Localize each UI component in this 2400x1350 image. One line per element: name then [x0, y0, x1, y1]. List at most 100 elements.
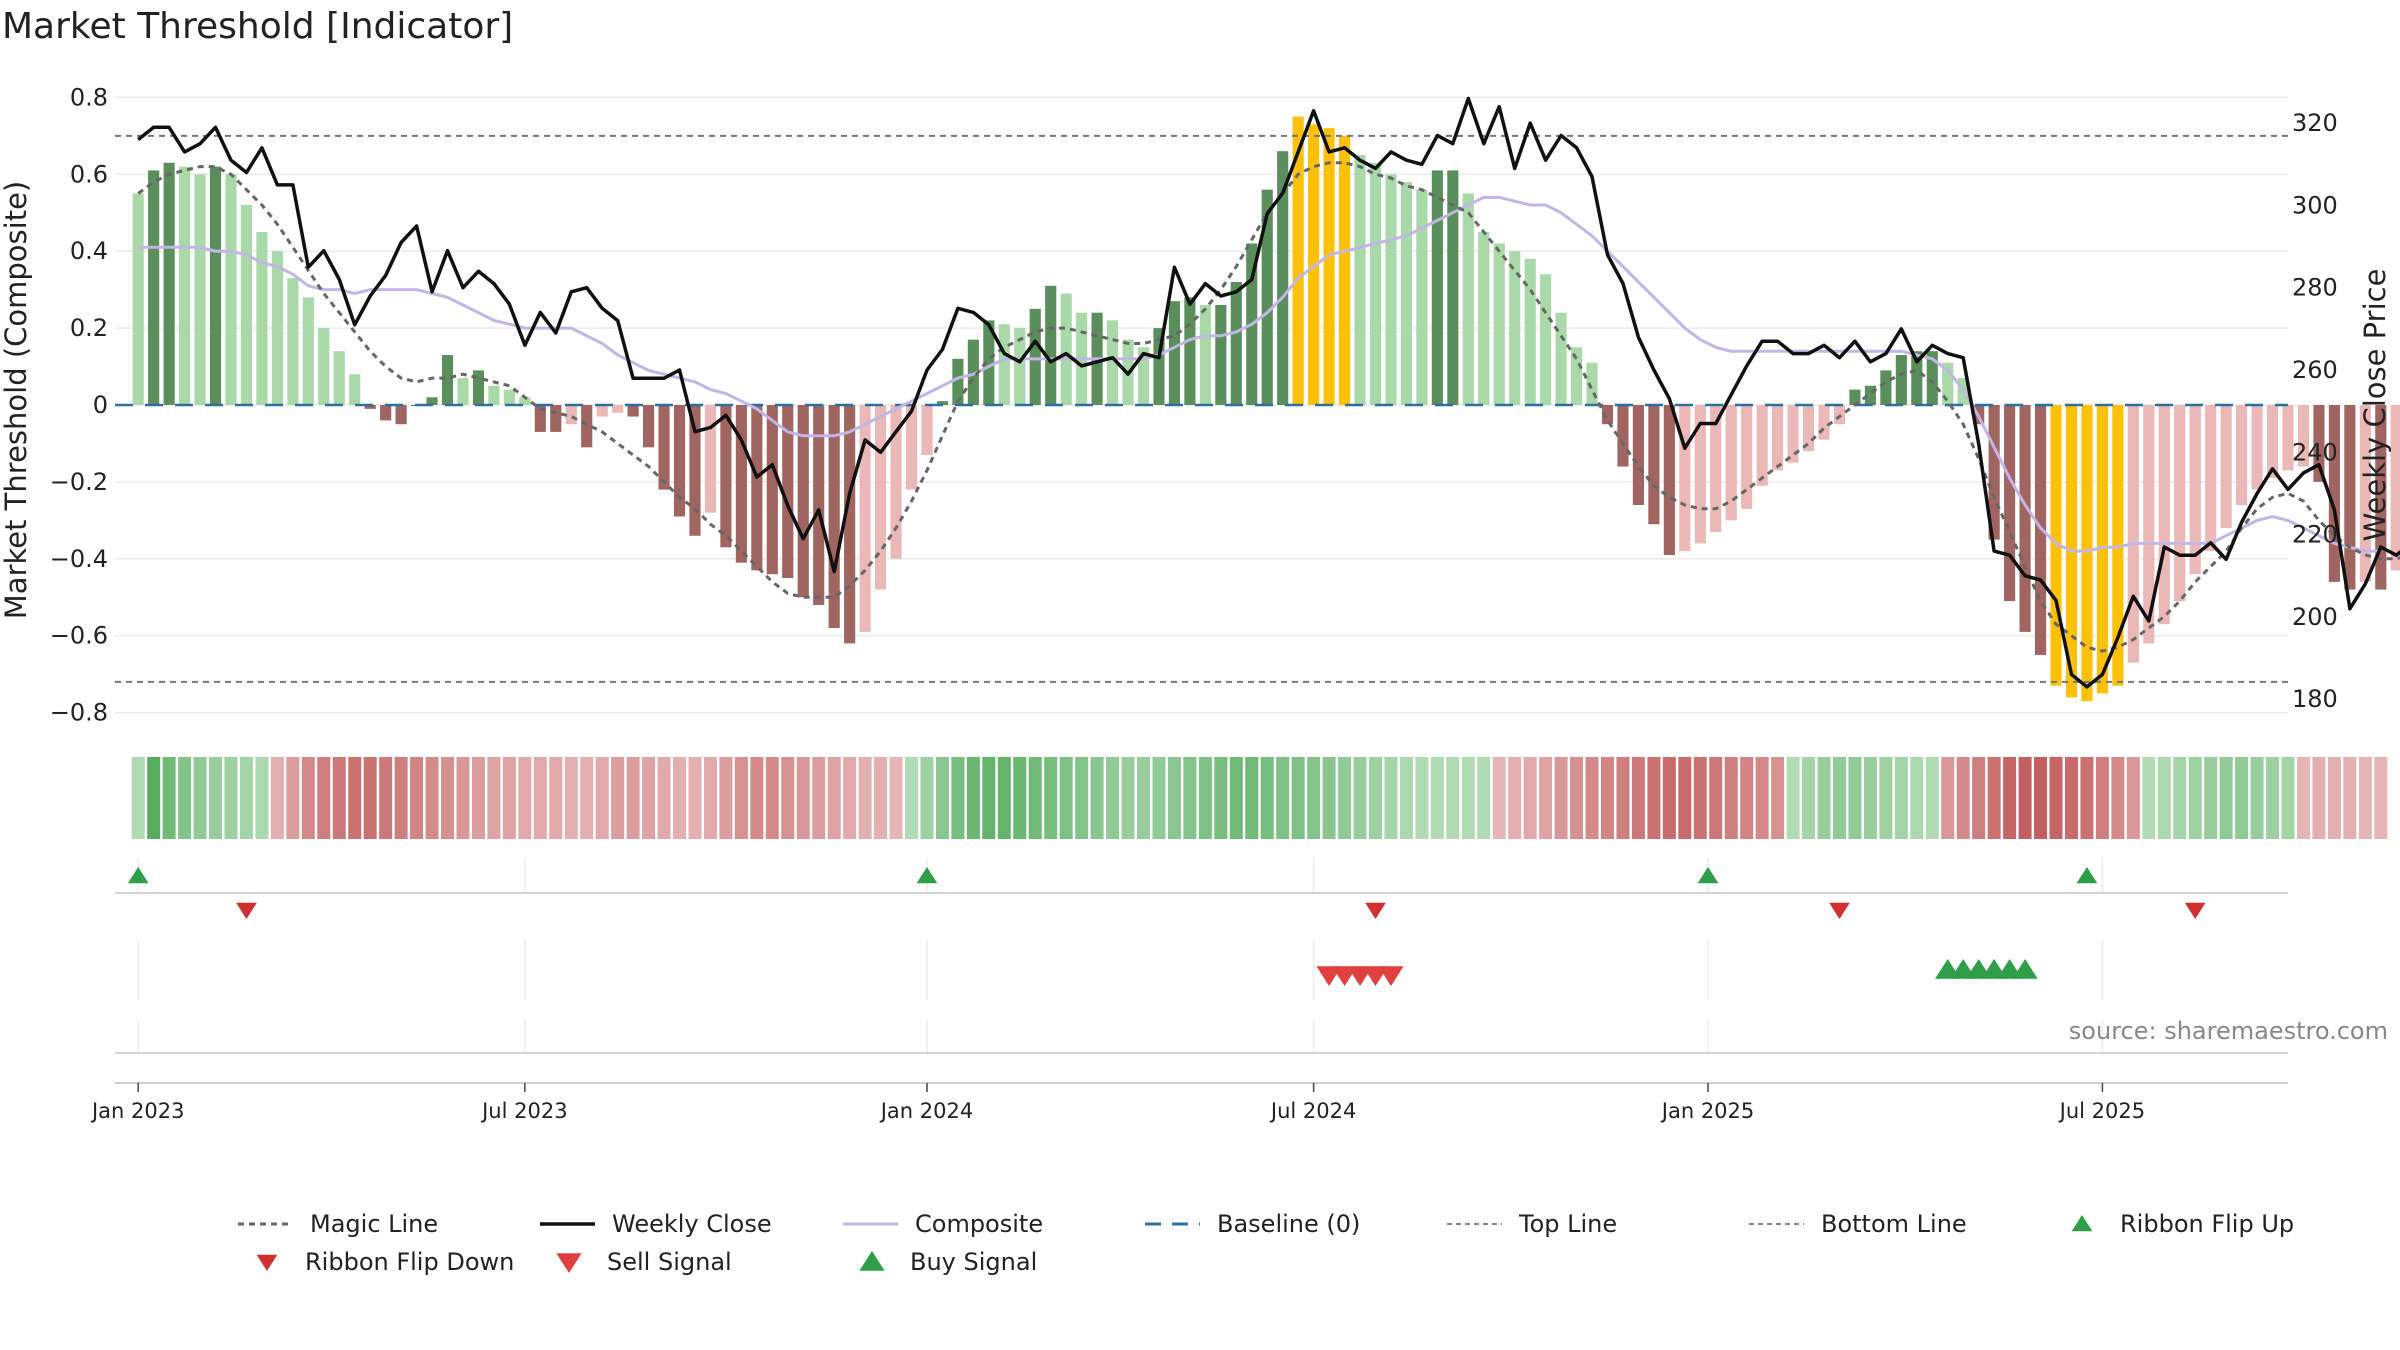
composite-bar	[318, 328, 330, 405]
ribbon-cell	[1183, 757, 1197, 839]
composite-bar	[1060, 293, 1072, 405]
ribbon-cell	[2204, 757, 2218, 839]
composite-bar	[2174, 405, 2186, 602]
legend-label: Weekly Close	[612, 1210, 772, 1238]
composite-bar	[1725, 405, 1737, 521]
composite-bar	[1756, 405, 1768, 486]
composite-bar	[1153, 328, 1165, 405]
legend: Magic Line Weekly Close Composite Baseline …	[238, 1210, 2294, 1276]
composite-bar	[2220, 405, 2232, 529]
ribbon-cell	[1338, 757, 1352, 839]
y-tick-label-left: −0.6	[50, 622, 108, 650]
y-tick-label-left: 0.8	[70, 83, 108, 111]
composite-bar	[1323, 128, 1335, 405]
ribbon-cell	[843, 757, 857, 839]
ribbon-cell	[858, 757, 872, 839]
composite-bar	[751, 405, 763, 571]
ribbon-cell	[518, 757, 532, 839]
ribbon-cell	[1167, 757, 1181, 839]
x-tick-label: Jan 2023	[90, 1099, 185, 1123]
ribbon-cell	[1570, 757, 1584, 839]
ribbon-cell	[935, 757, 949, 839]
composite-bar	[612, 405, 624, 413]
composite-bar	[380, 405, 392, 421]
ribbon-cell	[1832, 757, 1846, 839]
composite-bar	[581, 405, 593, 448]
composite-bar	[1338, 135, 1351, 406]
ribbon-cell	[1647, 757, 1661, 839]
composite-bar	[1354, 155, 1366, 405]
composite-bar	[2019, 405, 2031, 632]
composite-bar	[1601, 405, 1614, 425]
ribbon-cell	[1508, 757, 1522, 839]
legend-item-close: Weekly Close	[540, 1210, 772, 1238]
composite-bar	[1710, 405, 1722, 532]
composite-bar	[1292, 116, 1304, 405]
ribbon-cell	[1307, 757, 1321, 839]
y-tick-label-right: 220	[2292, 521, 2338, 549]
composite-bar	[2004, 405, 2016, 602]
composite-bar	[1107, 320, 1119, 405]
ribbon-cell	[1693, 757, 1707, 839]
composite-bar	[967, 339, 979, 405]
composite-bar	[302, 297, 314, 405]
composite-bar	[813, 405, 825, 605]
composite-bar	[797, 405, 809, 598]
composite-bar	[627, 405, 639, 417]
ribbon-cell	[1322, 757, 1336, 839]
composite-bar	[952, 358, 964, 405]
composite-bar	[1849, 389, 1861, 405]
ribbon-flip-down-marker	[1365, 902, 1386, 919]
ribbon-flip-up-marker	[1697, 867, 1719, 884]
legend-item-sell: Sell Signal	[556, 1248, 732, 1276]
composite-bar	[1880, 370, 1892, 405]
right-y-axis-ticks: 320 300 280 260 240 220 200 180	[2292, 109, 2338, 713]
composite-bar	[766, 405, 778, 575]
ribbon-cell	[1539, 757, 1553, 839]
composite-bar	[1663, 405, 1675, 555]
composite-bar	[349, 374, 361, 405]
ribbon-cell	[1678, 757, 1692, 839]
ribbon-cell	[1585, 757, 1599, 839]
legend-item-bottom: Bottom Line	[1749, 1210, 1967, 1238]
ribbon-strip	[131, 757, 2388, 839]
ribbon-cell	[673, 757, 687, 839]
composite-bar	[720, 405, 732, 548]
composite-bar	[148, 170, 160, 405]
ribbon-cell	[209, 757, 223, 839]
composite-bar	[1215, 305, 1227, 405]
composite-bar	[2375, 405, 2387, 590]
ribbon-cell	[1090, 757, 1104, 839]
ribbon-cell	[1461, 757, 1475, 839]
left-y-axis-label: Market Threshold (Composite)	[0, 181, 33, 619]
ribbon-cell	[2173, 757, 2187, 839]
composite-bar	[689, 405, 701, 536]
ribbon-cell	[2034, 757, 2048, 839]
composite-bar	[905, 405, 918, 490]
composite-bar	[2158, 405, 2170, 625]
ribbon-flip-up-marker	[916, 867, 938, 884]
y-tick-label-right: 280	[2292, 274, 2338, 302]
legend-swatch	[859, 1251, 885, 1271]
composite-bar	[1369, 162, 1382, 405]
ribbon-cell	[1925, 757, 1939, 839]
composite-bar	[1772, 405, 1784, 471]
composite-bar	[2313, 405, 2325, 482]
legend-item-buy: Buy Signal	[859, 1248, 1037, 1276]
legend-item-flipup: Ribbon Flip Up	[2071, 1210, 2294, 1238]
ribbon-cell	[502, 757, 516, 839]
ribbon-cell	[1028, 757, 1042, 839]
ribbon-cell	[193, 757, 207, 839]
y-tick-label-left: −0.4	[50, 545, 108, 573]
ribbon-cell	[874, 757, 888, 839]
composite-bar	[2328, 405, 2340, 582]
ribbon-cell	[595, 757, 609, 839]
ribbon-cell	[456, 757, 470, 839]
composite-bar	[844, 405, 856, 644]
composite-bar	[1632, 405, 1644, 505]
composite-bar	[1864, 385, 1876, 405]
ribbon-cell	[1384, 757, 1398, 839]
composite-bar	[565, 405, 577, 425]
ribbon-cell	[1260, 757, 1274, 839]
